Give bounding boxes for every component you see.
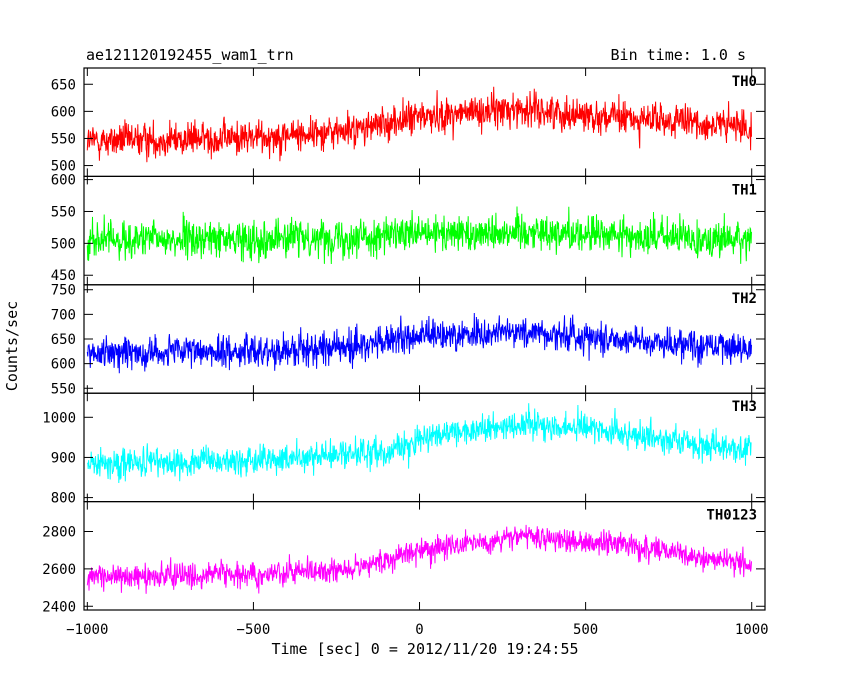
x-axis-label: Time [sec] 0 = 2012/11/20 19:24:55: [271, 640, 578, 658]
y-tick-label: 500: [51, 159, 76, 175]
panel-th3: 800 900 1000 TH3: [42, 392, 766, 507]
y-tick-label: 650: [51, 77, 76, 93]
panel-label-th1: TH1: [732, 182, 757, 198]
panel-label-th0123: TH0123: [706, 508, 757, 524]
y-tick-label: 1000: [42, 410, 76, 426]
panels-group: 500 550 600 650 TH0 450 500 550 600 TH1 550 600 650 7…: [42, 67, 766, 615]
y-tick-label: 800: [51, 491, 76, 507]
panel-frame: [83, 501, 766, 611]
y-tick-label: 900: [51, 450, 76, 466]
x-tick-label: 1000: [735, 622, 769, 638]
x-tick-label: 0: [415, 622, 423, 638]
y-tick-label: 550: [51, 204, 76, 220]
y-tick-label: 2800: [42, 525, 76, 541]
series-line-th3: [86, 403, 752, 484]
x-tick-label: 500: [573, 622, 598, 638]
y-tick-label: 500: [51, 236, 76, 252]
x-tick-label: −1000: [66, 622, 108, 638]
y-tick-label: 550: [51, 381, 76, 397]
panel-label-th2: TH2: [732, 291, 757, 307]
panel-th0: 500 550 600 650 TH0: [51, 67, 766, 178]
y-tick-label: 750: [51, 283, 76, 299]
y-tick-label: 550: [51, 131, 76, 147]
y-tick-label: 700: [51, 307, 76, 323]
y-tick-label: 600: [51, 357, 76, 373]
series-line-th0: [86, 86, 752, 163]
panel-label-th3: TH3: [732, 399, 757, 415]
y-tick-label: 2600: [42, 562, 76, 578]
bin-time-label: Bin time: 1.0 s: [611, 46, 746, 64]
y-tick-label: 600: [51, 104, 76, 120]
panel-label-th0: TH0: [732, 74, 757, 90]
panel-th0123: 2400 2600 2800 TH0123: [42, 501, 766, 615]
y-tick-label: 2400: [42, 599, 76, 615]
y-tick-label: 450: [51, 268, 76, 284]
y-tick-label: 600: [51, 173, 76, 189]
series-line-th2: [86, 312, 752, 374]
x-axis: −1000 −500 0 500 1000: [66, 622, 768, 638]
chart-title: ae121120192455_wam1_trn: [86, 46, 294, 64]
panel-th2: 550 600 650 700 750 TH2: [51, 283, 766, 397]
y-axis-label: Counts/sec: [3, 301, 21, 391]
series-line-th1: [86, 206, 752, 265]
y-tick-label: 650: [51, 332, 76, 348]
series-line-th0123: [86, 524, 752, 594]
panel-th1: 450 500 550 600 TH1: [51, 173, 766, 286]
x-tick-label: −500: [237, 622, 271, 638]
